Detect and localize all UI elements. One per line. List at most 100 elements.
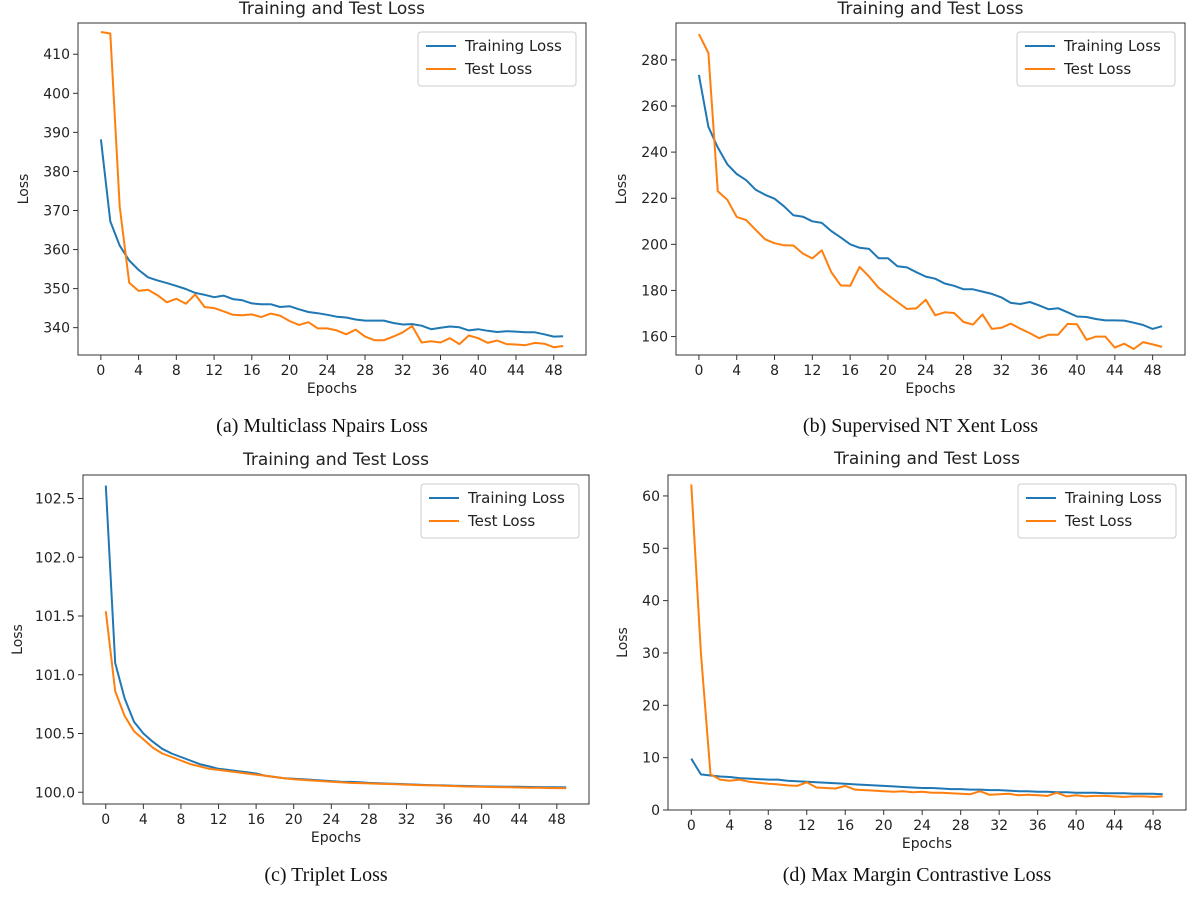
- legend-entry: Test Loss: [1063, 60, 1131, 78]
- legend-box: [1017, 483, 1177, 539]
- x-tick-label: 40: [1068, 363, 1086, 379]
- y-tick-label: 200: [641, 237, 668, 253]
- x-tick-label: 48: [545, 363, 563, 379]
- x-tick-label: 24: [318, 363, 336, 379]
- series-line-test: [104, 611, 567, 790]
- y-axis-label: Loss: [16, 174, 32, 205]
- x-tick-label: 36: [1030, 363, 1048, 379]
- legend: Training Loss Test Loss: [1017, 483, 1177, 539]
- x-tick-label: 40: [473, 812, 491, 828]
- y-tick-label: 60: [642, 489, 660, 505]
- y-tick-label: 50: [642, 541, 660, 557]
- x-tick-label: 40: [469, 363, 487, 379]
- y-tick-label: 220: [641, 191, 668, 207]
- x-tick-label: 48: [548, 812, 566, 828]
- plot-frame: [675, 22, 1186, 356]
- legend-entry: Test Loss: [1064, 512, 1132, 530]
- y-tick-label: 260: [641, 99, 668, 115]
- x-tick-label: 0: [101, 812, 110, 828]
- y-tick-label: 350: [43, 282, 70, 298]
- x-tick-label: 24: [322, 812, 340, 828]
- x-tick-label: 48: [1144, 818, 1162, 834]
- x-tick-label: 20: [281, 363, 299, 379]
- x-tick-label: 4: [134, 363, 143, 379]
- legend: Training Loss Test Loss: [420, 483, 580, 539]
- x-tick-label: 16: [247, 812, 265, 828]
- figure-caption: (b) Supervised NT Xent Loss: [803, 415, 1038, 437]
- x-tick-label: 36: [432, 363, 450, 379]
- chart-title: Training and Test Loss: [836, 0, 1023, 19]
- x-tick-label: 0: [96, 363, 105, 379]
- y-tick-label: 40: [642, 594, 660, 610]
- x-tick-label: 16: [841, 363, 859, 379]
- legend: Training Loss Test Loss: [1016, 31, 1176, 87]
- legend-entry: Test Loss: [464, 60, 532, 78]
- x-tick-label: 12: [210, 812, 228, 828]
- y-tick-label: 240: [641, 145, 668, 161]
- x-tick-label: 0: [694, 363, 703, 379]
- x-axis-label: Epochs: [905, 381, 955, 397]
- x-tick-label: 12: [205, 363, 223, 379]
- legend-box: [417, 31, 577, 87]
- y-tick-label: 102.0: [35, 550, 75, 566]
- series-line-training: [690, 758, 1163, 796]
- x-tick-label: 28: [356, 363, 374, 379]
- x-tick-label: 8: [176, 812, 185, 828]
- x-tick-label: 4: [139, 812, 148, 828]
- y-tick-label: 10: [642, 751, 660, 767]
- y-tick-label: 180: [641, 283, 668, 299]
- y-tick-label: 101.0: [35, 668, 75, 684]
- chart-title: Training and Test Loss: [238, 0, 425, 19]
- x-tick-label: 28: [955, 363, 973, 379]
- x-tick-label: 4: [725, 818, 734, 834]
- x-tick-label: 36: [435, 812, 453, 828]
- x-tick-label: 20: [879, 363, 897, 379]
- x-tick-label: 20: [285, 812, 303, 828]
- y-tick-label: 30: [642, 646, 660, 662]
- plot-frame: [667, 474, 1187, 811]
- y-tick-label: 20: [642, 698, 660, 714]
- x-tick-label: 8: [172, 363, 181, 379]
- y-tick-label: 0: [651, 803, 660, 819]
- series-line-training: [697, 74, 1163, 330]
- figure-caption: (c) Triplet Loss: [264, 864, 388, 886]
- x-tick-label: 40: [1067, 818, 1085, 834]
- y-tick-label: 340: [43, 321, 70, 337]
- y-tick-label: 100.0: [35, 785, 75, 801]
- chart-title: Training and Test Loss: [833, 449, 1020, 469]
- x-axis-label: Epochs: [311, 830, 361, 846]
- legend-box: [1016, 31, 1176, 87]
- plot-frame: [82, 474, 590, 805]
- x-tick-label: 20: [875, 818, 893, 834]
- x-tick-label: 16: [836, 818, 854, 834]
- legend-box: [420, 483, 580, 539]
- series-line-test: [690, 484, 1163, 798]
- y-tick-label: 410: [43, 47, 70, 63]
- x-tick-label: 36: [1029, 818, 1047, 834]
- x-tick-label: 4: [732, 363, 741, 379]
- x-tick-label: 8: [764, 818, 773, 834]
- y-tick-label: 280: [641, 53, 668, 69]
- x-tick-label: 32: [990, 818, 1008, 834]
- series-line-test: [100, 31, 564, 349]
- x-tick-label: 12: [798, 818, 816, 834]
- x-tick-label: 44: [1106, 818, 1124, 834]
- y-tick-label: 400: [43, 86, 70, 102]
- figure-caption: (a) Multiclass Npairs Loss: [216, 415, 428, 437]
- y-tick-label: 380: [43, 164, 70, 180]
- y-tick-label: 101.5: [35, 609, 75, 625]
- x-tick-label: 44: [510, 812, 528, 828]
- y-tick-label: 100.5: [35, 727, 75, 743]
- legend-entry: Test Loss: [467, 512, 535, 530]
- x-tick-label: 24: [913, 818, 931, 834]
- x-tick-label: 16: [243, 363, 261, 379]
- x-tick-label: 0: [687, 818, 696, 834]
- y-tick-label: 160: [641, 330, 668, 346]
- legend-entry: Training Loss: [467, 489, 565, 507]
- series-line-test: [698, 33, 1163, 350]
- y-tick-label: 102.5: [35, 492, 75, 508]
